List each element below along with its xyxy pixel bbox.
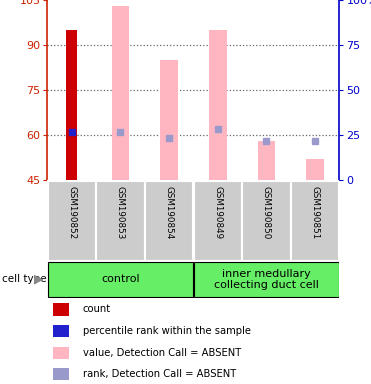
Text: GSM190854: GSM190854 <box>165 186 174 239</box>
Text: GSM190851: GSM190851 <box>311 186 320 239</box>
Bar <box>53 368 69 380</box>
Text: control: control <box>101 274 140 285</box>
Bar <box>96 181 145 261</box>
Bar <box>145 181 193 261</box>
Bar <box>194 262 339 297</box>
Bar <box>53 325 69 337</box>
Text: GSM190853: GSM190853 <box>116 186 125 240</box>
Text: inner medullary
collecting duct cell: inner medullary collecting duct cell <box>214 268 319 290</box>
Bar <box>47 262 193 297</box>
Bar <box>258 141 275 180</box>
Text: GSM190852: GSM190852 <box>67 186 76 239</box>
Text: cell type: cell type <box>2 274 46 285</box>
Bar <box>53 303 69 316</box>
Text: GSM190850: GSM190850 <box>262 186 271 240</box>
Text: rank, Detection Call = ABSENT: rank, Detection Call = ABSENT <box>82 369 236 379</box>
Text: percentile rank within the sample: percentile rank within the sample <box>82 326 250 336</box>
Bar <box>47 181 96 261</box>
Text: GSM190849: GSM190849 <box>213 186 222 239</box>
Bar <box>112 6 129 180</box>
Bar <box>306 159 324 180</box>
Text: value, Detection Call = ABSENT: value, Detection Call = ABSENT <box>82 348 241 358</box>
Bar <box>209 30 227 180</box>
Bar <box>53 347 69 359</box>
Bar <box>160 60 178 180</box>
Bar <box>194 181 242 261</box>
Text: ▶: ▶ <box>34 273 43 286</box>
Bar <box>291 181 339 261</box>
Bar <box>242 181 291 261</box>
Text: count: count <box>82 305 111 314</box>
Bar <box>66 30 77 180</box>
